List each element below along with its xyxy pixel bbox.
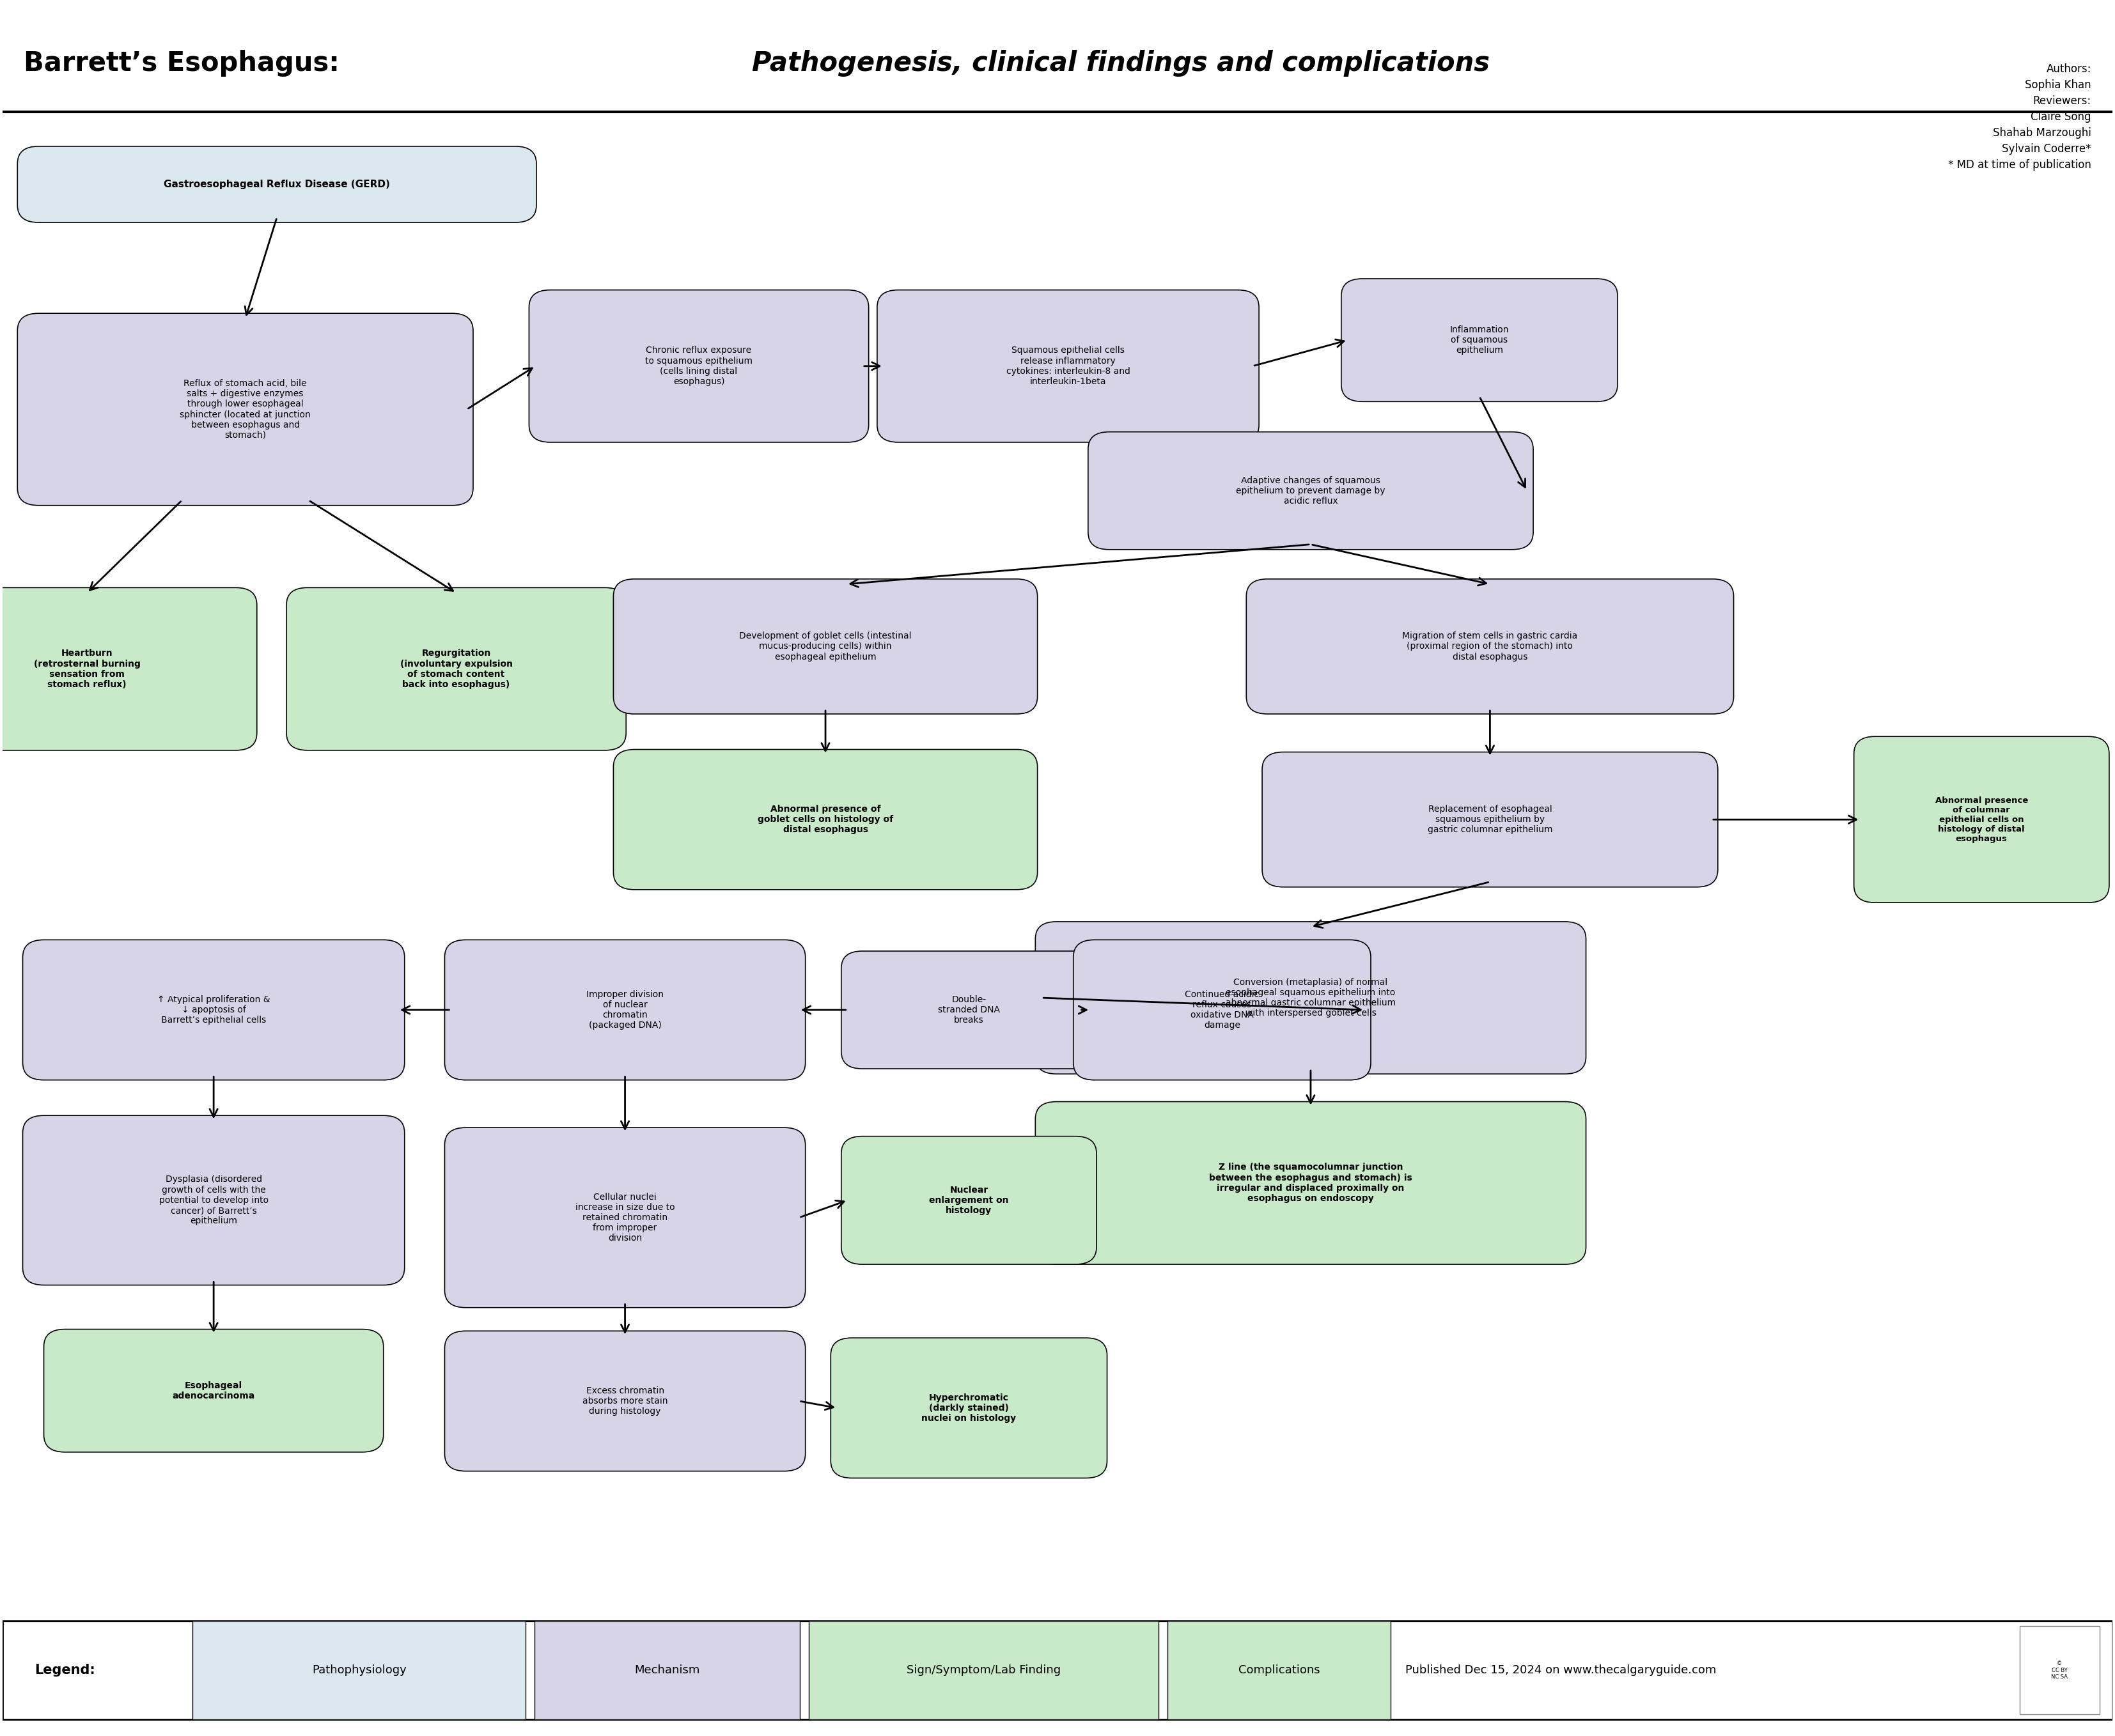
Bar	[2, 1621, 2113, 1719]
FancyBboxPatch shape	[831, 1338, 1106, 1477]
Text: Development of goblet cells (intestinal
mucus-producing cells) within
esophageal: Development of goblet cells (intestinal …	[740, 632, 912, 661]
Text: Continued acidic
reflux causes
oxidative DNA
damage: Continued acidic reflux causes oxidative…	[1184, 990, 1258, 1029]
Text: ↑ Atypical proliferation &
↓ apoptosis of
Barrett’s epithelial cells: ↑ Atypical proliferation & ↓ apoptosis o…	[157, 995, 271, 1024]
Text: Sign/Symptom/Lab Finding: Sign/Symptom/Lab Finding	[907, 1665, 1062, 1675]
Text: Replacement of esophageal
squamous epithelium by
gastric columnar epithelium: Replacement of esophageal squamous epith…	[1428, 806, 1552, 835]
FancyBboxPatch shape	[529, 290, 869, 443]
FancyBboxPatch shape	[1246, 580, 1734, 713]
FancyBboxPatch shape	[23, 1116, 404, 1285]
Text: Heartburn
(retrosternal burning
sensation from
stomach reflux): Heartburn (retrosternal burning sensatio…	[34, 649, 140, 689]
Text: Squamous epithelial cells
release inflammatory
cytokines: interleukin-8 and
inte: Squamous epithelial cells release inflam…	[1007, 345, 1129, 385]
FancyBboxPatch shape	[613, 750, 1038, 889]
Text: Cellular nuclei
increase in size due to
retained chromatin
from improper
divisio: Cellular nuclei increase in size due to …	[575, 1193, 675, 1243]
FancyBboxPatch shape	[1341, 279, 1618, 401]
Text: Dysplasia (disordered
growth of cells with the
potential to develop into
cancer): Dysplasia (disordered growth of cells wi…	[159, 1175, 269, 1226]
FancyBboxPatch shape	[23, 939, 404, 1080]
Text: Gastroesophageal Reflux Disease (GERD): Gastroesophageal Reflux Disease (GERD)	[163, 179, 389, 189]
Text: Migration of stem cells in gastric cardia
(proximal region of the stomach) into
: Migration of stem cells in gastric cardi…	[1402, 632, 1578, 661]
Text: Abnormal presence
of columnar
epithelial cells on
histology of distal
esophagus: Abnormal presence of columnar epithelial…	[1935, 797, 2028, 844]
Text: Double-
stranded DNA
breaks: Double- stranded DNA breaks	[937, 995, 1000, 1024]
Text: Reflux of stomach acid, bile
salts + digestive enzymes
through lower esophageal
: Reflux of stomach acid, bile salts + dig…	[180, 378, 311, 439]
FancyBboxPatch shape	[878, 290, 1258, 443]
Text: Improper division
of nuclear
chromatin
(packaged DNA): Improper division of nuclear chromatin (…	[586, 990, 664, 1029]
Text: Conversion (metaplasia) of normal
esophageal squamous epithelium into
abnormal g: Conversion (metaplasia) of normal esopha…	[1225, 977, 1396, 1017]
FancyBboxPatch shape	[1036, 922, 1586, 1075]
FancyBboxPatch shape	[842, 1137, 1096, 1264]
FancyBboxPatch shape	[1036, 1102, 1586, 1264]
Text: Inflammation
of squamous
epithelium: Inflammation of squamous epithelium	[1451, 325, 1508, 354]
FancyBboxPatch shape	[0, 587, 256, 750]
FancyBboxPatch shape	[1087, 432, 1533, 550]
Text: Esophageal
adenocarcinoma: Esophageal adenocarcinoma	[171, 1382, 256, 1401]
FancyBboxPatch shape	[842, 951, 1096, 1069]
FancyBboxPatch shape	[17, 312, 474, 505]
Bar	[808, 1621, 1159, 1719]
Bar	[2020, 1627, 2100, 1713]
Text: Authors:
Sophia Khan
Reviewers:
Claire Song
Shahab Marzoughi
Sylvain Coderre*
* : Authors: Sophia Khan Reviewers: Claire S…	[1948, 62, 2092, 170]
FancyBboxPatch shape	[444, 1332, 806, 1470]
FancyBboxPatch shape	[1263, 752, 1717, 887]
FancyBboxPatch shape	[613, 580, 1038, 713]
FancyBboxPatch shape	[44, 1330, 383, 1451]
Text: Barrett’s Esophagus:: Barrett’s Esophagus:	[23, 50, 349, 76]
Bar	[192, 1621, 527, 1719]
Text: Adaptive changes of squamous
epithelium to prevent damage by
acidic reflux: Adaptive changes of squamous epithelium …	[1235, 476, 1385, 505]
Text: Complications: Complications	[1237, 1665, 1320, 1675]
Text: Nuclear
enlargement on
histology: Nuclear enlargement on histology	[928, 1186, 1009, 1215]
FancyBboxPatch shape	[17, 146, 537, 222]
Text: Pathogenesis, clinical findings and complications: Pathogenesis, clinical findings and comp…	[751, 50, 1489, 76]
Text: Hyperchromatic
(darkly stained)
nuclei on histology: Hyperchromatic (darkly stained) nuclei o…	[922, 1394, 1015, 1424]
Text: Abnormal presence of
goblet cells on histology of
distal esophagus: Abnormal presence of goblet cells on his…	[757, 806, 893, 835]
FancyBboxPatch shape	[1072, 939, 1371, 1080]
Text: Pathophysiology: Pathophysiology	[313, 1665, 406, 1675]
Text: Mechanism: Mechanism	[634, 1665, 700, 1675]
Text: Legend:: Legend:	[34, 1663, 95, 1677]
Bar	[535, 1621, 799, 1719]
Text: Published Dec 15, 2024 on www.thecalgaryguide.com: Published Dec 15, 2024 on www.thecalgary…	[1406, 1665, 1717, 1675]
Bar	[1167, 1621, 1392, 1719]
FancyBboxPatch shape	[444, 1128, 806, 1307]
Text: Chronic reflux exposure
to squamous epithelium
(cells lining distal
esophagus): Chronic reflux exposure to squamous epit…	[645, 345, 753, 385]
Text: Excess chromatin
absorbs more stain
during histology: Excess chromatin absorbs more stain duri…	[582, 1387, 668, 1417]
Text: ©
CC BY
NC SA: © CC BY NC SA	[2052, 1661, 2068, 1680]
Text: Z line (the squamocolumnar junction
between the esophagus and stomach) is
irregu: Z line (the squamocolumnar junction betw…	[1210, 1163, 1413, 1203]
FancyBboxPatch shape	[1855, 736, 2109, 903]
Text: Regurgitation
(involuntary expulsion
of stomach content
back into esophagus): Regurgitation (involuntary expulsion of …	[400, 649, 512, 689]
FancyBboxPatch shape	[444, 939, 806, 1080]
FancyBboxPatch shape	[286, 587, 626, 750]
